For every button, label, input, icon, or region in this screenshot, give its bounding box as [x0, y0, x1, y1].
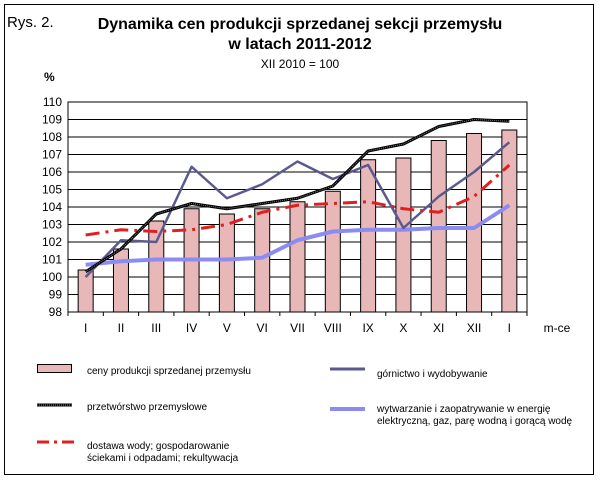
bar [395, 157, 412, 313]
chart-subtitle: XII 2010 = 100 [260, 57, 340, 71]
y-tick-label: 105 [42, 183, 62, 197]
legend-label-mining: górnictwo i wydobywanie [377, 369, 488, 380]
figure-label: Rys. 2. [7, 14, 54, 31]
line-series-water [85, 163, 511, 237]
y-tick-label: 110 [43, 95, 62, 109]
legend-label-energy-line1: wytwarzanie i zaopatrywanie w energię [377, 404, 551, 415]
bar [218, 213, 235, 313]
x-tick-label: I [508, 321, 511, 335]
x-tick-label: VIII [324, 321, 342, 335]
y-tick-label: 106 [42, 165, 62, 179]
y-tick-label: 100 [42, 270, 62, 284]
x-tick-label: II [118, 321, 125, 335]
legend-label-prices: ceny produkcji sprzedanej przemysłu [87, 366, 251, 377]
x-tick-label: VI [257, 321, 268, 335]
x-tick-label: V [223, 321, 231, 335]
y-tick-label: 102 [42, 235, 62, 249]
bar [501, 129, 518, 313]
y-tick-label: 99 [49, 288, 63, 302]
x-tick-label: III [151, 321, 161, 335]
bar [289, 201, 306, 313]
x-tick-label: IV [186, 321, 197, 335]
y-tick-label: 107 [42, 148, 62, 162]
legend-label-manufacturing: przetwórstwo przemysłowe [87, 402, 208, 413]
legend-swatch-prices [37, 364, 72, 373]
bar [148, 220, 165, 313]
bar [324, 190, 341, 313]
chart-title-line2: w latach 2011-2012 [228, 36, 372, 53]
legend-label-energy-line2: elektryczną, gaz, parę wodną i gorącą wo… [377, 416, 573, 427]
x-axis-label: m-ce [544, 321, 571, 335]
y-axis-label: % [44, 70, 55, 84]
bar [254, 208, 271, 313]
x-tick-label: I [84, 321, 87, 335]
legend-swatch-mining [330, 367, 365, 371]
legend-swatch-manufacturing [37, 403, 72, 407]
line-series-energy [85, 203, 511, 267]
x-tick-label: X [399, 321, 407, 335]
y-tick-label: 98 [49, 305, 63, 319]
chart-title-line1: Dynamika cen produkcji sprzedanej sekcji… [97, 16, 503, 33]
x-tick-label: XII [467, 321, 482, 335]
bar [360, 159, 377, 313]
legend-label-water-line1: dostawa wody; gospodarowanie [87, 441, 230, 452]
y-tick-label: 109 [42, 113, 62, 127]
x-tick-label: IX [362, 321, 373, 335]
x-tick-label: VII [290, 321, 305, 335]
legend-swatch-energy [330, 407, 365, 411]
legend-label-water-line2: ściekami i odpadami; rekultywacja [87, 453, 239, 464]
legend-swatch-water [37, 440, 75, 444]
x-tick-label: XI [433, 321, 444, 335]
line-series-mining [84, 141, 511, 278]
y-tick-label: 108 [42, 130, 62, 144]
y-tick-label: 104 [42, 200, 62, 214]
y-tick-label: 101 [42, 253, 62, 267]
line-series-manufacturing-pattern [85, 118, 510, 273]
y-tick-label: 103 [42, 218, 62, 232]
bar [112, 248, 129, 313]
